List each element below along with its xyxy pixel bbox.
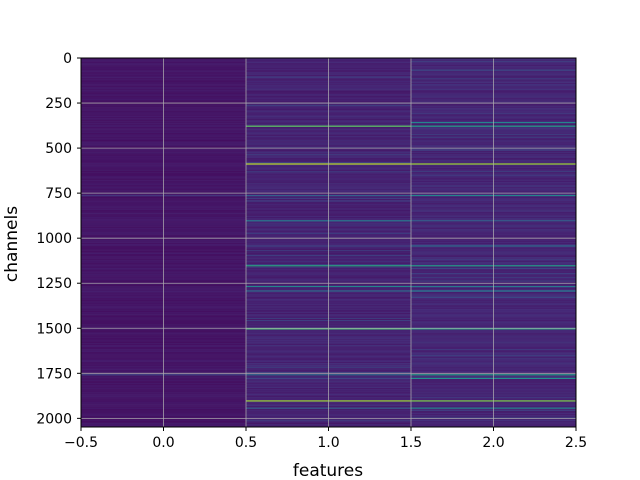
- x-tick-label: 0.5: [235, 435, 257, 451]
- y-tick-label: 1750: [36, 366, 72, 382]
- x-tick-label: 2.5: [565, 435, 587, 451]
- y-axis-label: channels: [2, 206, 22, 282]
- y-tick-label: 500: [45, 141, 72, 157]
- x-tick-label: 1.5: [400, 435, 422, 451]
- y-axis-ticks: 0 250 500 750 1000 1250 1500 1750 2000: [36, 51, 81, 427]
- y-tick-label: 1250: [36, 276, 72, 292]
- x-axis-ticks: −0.5 0.0 0.5 1.0 1.5 2.0 2.5: [64, 427, 587, 451]
- x-tick-label: 2.0: [482, 435, 504, 451]
- y-tick-label: 1000: [36, 231, 72, 247]
- y-tick-label: 750: [45, 186, 72, 202]
- x-tick-label: 1.0: [317, 435, 339, 451]
- y-tick-label: 0: [63, 51, 72, 67]
- x-tick-label: −0.5: [64, 435, 98, 451]
- y-tick-label: 1500: [36, 321, 72, 337]
- y-tick-label: 2000: [36, 411, 72, 427]
- x-tick-label: 0.0: [152, 435, 174, 451]
- x-axis-label: features: [293, 461, 363, 480]
- y-tick-label: 250: [45, 96, 72, 112]
